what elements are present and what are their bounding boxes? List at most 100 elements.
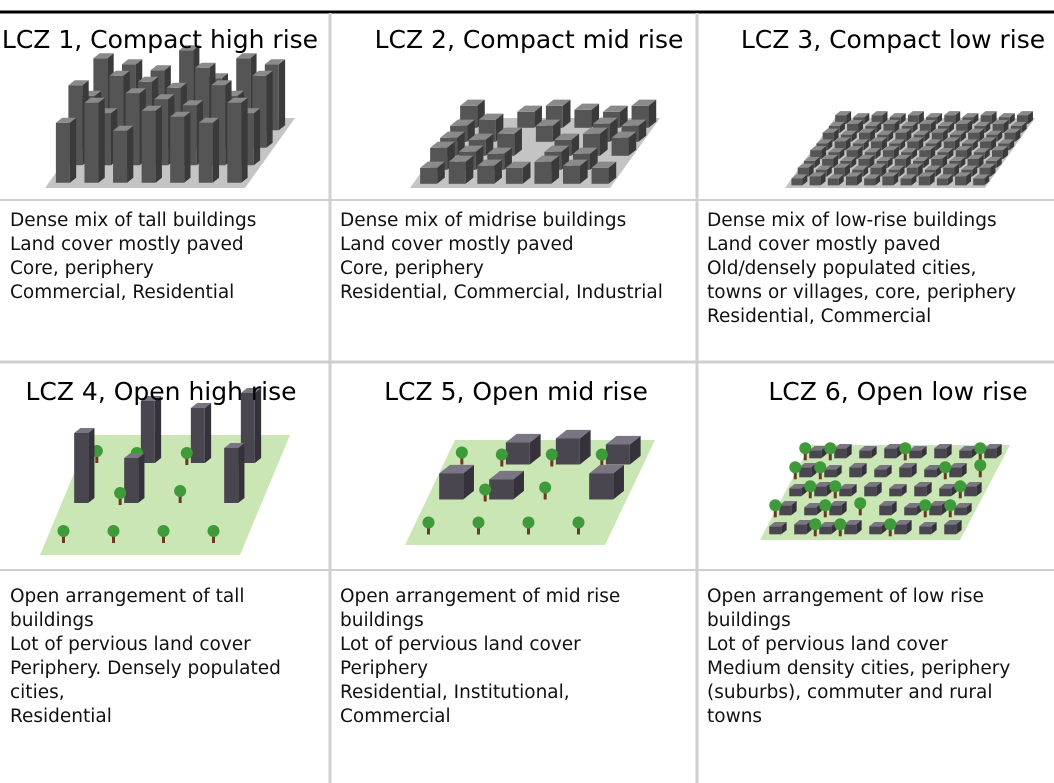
building-top (926, 113, 943, 118)
building-side (781, 521, 787, 535)
building-top (563, 159, 588, 166)
building-front (929, 505, 942, 516)
building-top (876, 156, 893, 161)
building-front (1004, 132, 1016, 142)
building-top (909, 445, 927, 451)
building-top (803, 156, 820, 161)
building-side (580, 159, 588, 184)
building-top (789, 483, 807, 489)
building-top (984, 443, 1002, 449)
building-top (605, 435, 641, 445)
building-side (821, 146, 827, 160)
building-side (893, 172, 899, 186)
building-top (937, 148, 954, 153)
tree-crown (884, 518, 897, 531)
description-line: (suburbs), commuter and rural (707, 682, 993, 703)
building-front (980, 141, 992, 151)
building-top (839, 483, 857, 489)
building-side (946, 443, 952, 459)
illustrations (40, 45, 1035, 555)
building-side (954, 163, 960, 177)
building-side (924, 130, 930, 142)
building-front (934, 448, 947, 459)
building-top (877, 130, 894, 135)
building-top (954, 502, 972, 508)
building-top (121, 59, 143, 65)
building-side (600, 127, 608, 156)
tree-crown (107, 525, 120, 537)
tree-crown (174, 485, 187, 497)
tree-trunk (212, 535, 215, 543)
cell-title: LCZ 6, Open low rise (768, 377, 1027, 406)
building-top (138, 76, 159, 82)
description-line: Lot of pervious land cover (340, 634, 581, 655)
building-front (809, 176, 821, 186)
building-side (882, 111, 888, 125)
building-side (912, 121, 918, 133)
building-side (936, 139, 942, 151)
cell-title: LCZ 1, Compact high rise (2, 25, 318, 54)
description-line: towns (707, 706, 762, 727)
building-side (960, 156, 966, 168)
tree-trunk (483, 493, 487, 502)
tree-trunk (112, 535, 115, 543)
building-side (814, 156, 820, 168)
building-side (888, 130, 894, 142)
building-front (907, 141, 919, 151)
building-top (967, 154, 984, 159)
building-side (930, 119, 936, 133)
building-top (125, 88, 146, 94)
building-front (810, 150, 822, 160)
building-side (841, 500, 847, 516)
building-side (978, 154, 984, 168)
building-side (513, 470, 524, 500)
building-front (839, 488, 852, 497)
building-top (834, 443, 852, 449)
building-top (791, 174, 808, 179)
building-front (882, 150, 894, 160)
building-top (1010, 121, 1027, 126)
building-top (962, 113, 979, 118)
building-front (931, 132, 943, 142)
building-top (894, 154, 911, 159)
building-side (552, 119, 561, 142)
building-side (875, 148, 881, 160)
building-top (899, 462, 917, 468)
building-top (109, 70, 130, 76)
building-side (990, 163, 996, 177)
building-side (608, 161, 617, 184)
building-top (124, 452, 145, 458)
building-front (894, 158, 906, 168)
building-front (769, 526, 782, 535)
building-front (534, 161, 552, 184)
building-front (879, 505, 892, 516)
building-top (852, 165, 869, 170)
building-top (611, 131, 637, 138)
building-top (840, 156, 857, 161)
building-top (844, 519, 862, 525)
building-top (497, 127, 522, 134)
building-top (794, 519, 812, 525)
building-top (919, 521, 937, 527)
description-line: Residential (10, 706, 112, 727)
building-front (845, 176, 857, 186)
building-top (829, 500, 847, 506)
building-side (979, 128, 985, 142)
building-side (851, 156, 857, 168)
building-side (937, 113, 943, 125)
building-side (881, 163, 887, 177)
building-side (98, 97, 105, 183)
building-top (555, 429, 591, 439)
building-front (956, 123, 968, 133)
building-top (901, 121, 918, 126)
building-top (591, 161, 617, 168)
building-top (179, 45, 200, 51)
building-top (198, 117, 220, 123)
building-side (845, 163, 850, 177)
building-front (589, 473, 614, 500)
building-side (629, 435, 641, 465)
building-top (545, 99, 571, 106)
building-side (571, 133, 580, 156)
building-front (991, 150, 1003, 160)
